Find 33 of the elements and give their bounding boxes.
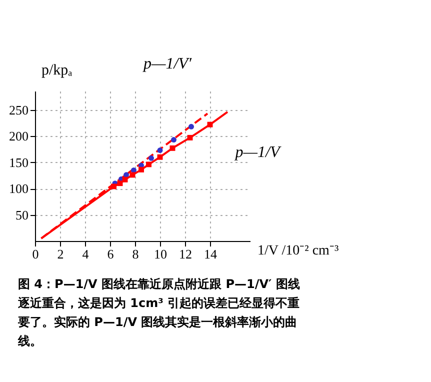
x-axis-title: 1/V /10⁻² cm⁻³ <box>258 244 339 258</box>
point <box>207 122 213 128</box>
text: p—1/V′ <box>142 56 192 73</box>
y-axis-title: p/kpₐ <box>42 62 72 78</box>
y-tick-label: 50 <box>16 207 28 222</box>
point <box>157 148 163 153</box>
y-tick-label: 100 <box>9 181 28 196</box>
point <box>188 124 194 130</box>
point <box>111 184 116 190</box>
point <box>131 167 136 173</box>
x-tick-label: 10 <box>154 246 167 262</box>
y-tick-label: 150 <box>9 154 28 170</box>
point <box>157 154 163 160</box>
series-label: p—1/V <box>234 144 282 161</box>
x-tick-label: 14 <box>204 246 218 262</box>
caption: 图 4：P—1/V 图线在靠近原点附近跟 P—1/V′ 图线逐近重合，这是因为 1cm³ 引起的误差已经显得不重要了。实际的 P—1/V 图线其实是一根斜率渐小的曲线。 <box>18 276 301 350</box>
point <box>130 172 136 178</box>
x-tick-label: 8 <box>132 246 139 262</box>
point <box>171 137 176 143</box>
y-tick-label: 200 <box>9 128 28 144</box>
x-tick-label: 6 <box>107 246 114 262</box>
x-tick-label: 2 <box>57 246 64 262</box>
point <box>122 176 128 182</box>
point <box>187 134 193 140</box>
x-tick-label: 4 <box>82 246 90 262</box>
y-tick-label: 250 <box>9 102 28 118</box>
point <box>148 155 154 161</box>
point <box>117 180 123 186</box>
point <box>138 166 144 172</box>
point <box>146 162 152 168</box>
x-tick-label: 0 <box>32 246 39 262</box>
point <box>170 145 176 151</box>
x-tick-label: 12 <box>179 246 192 262</box>
